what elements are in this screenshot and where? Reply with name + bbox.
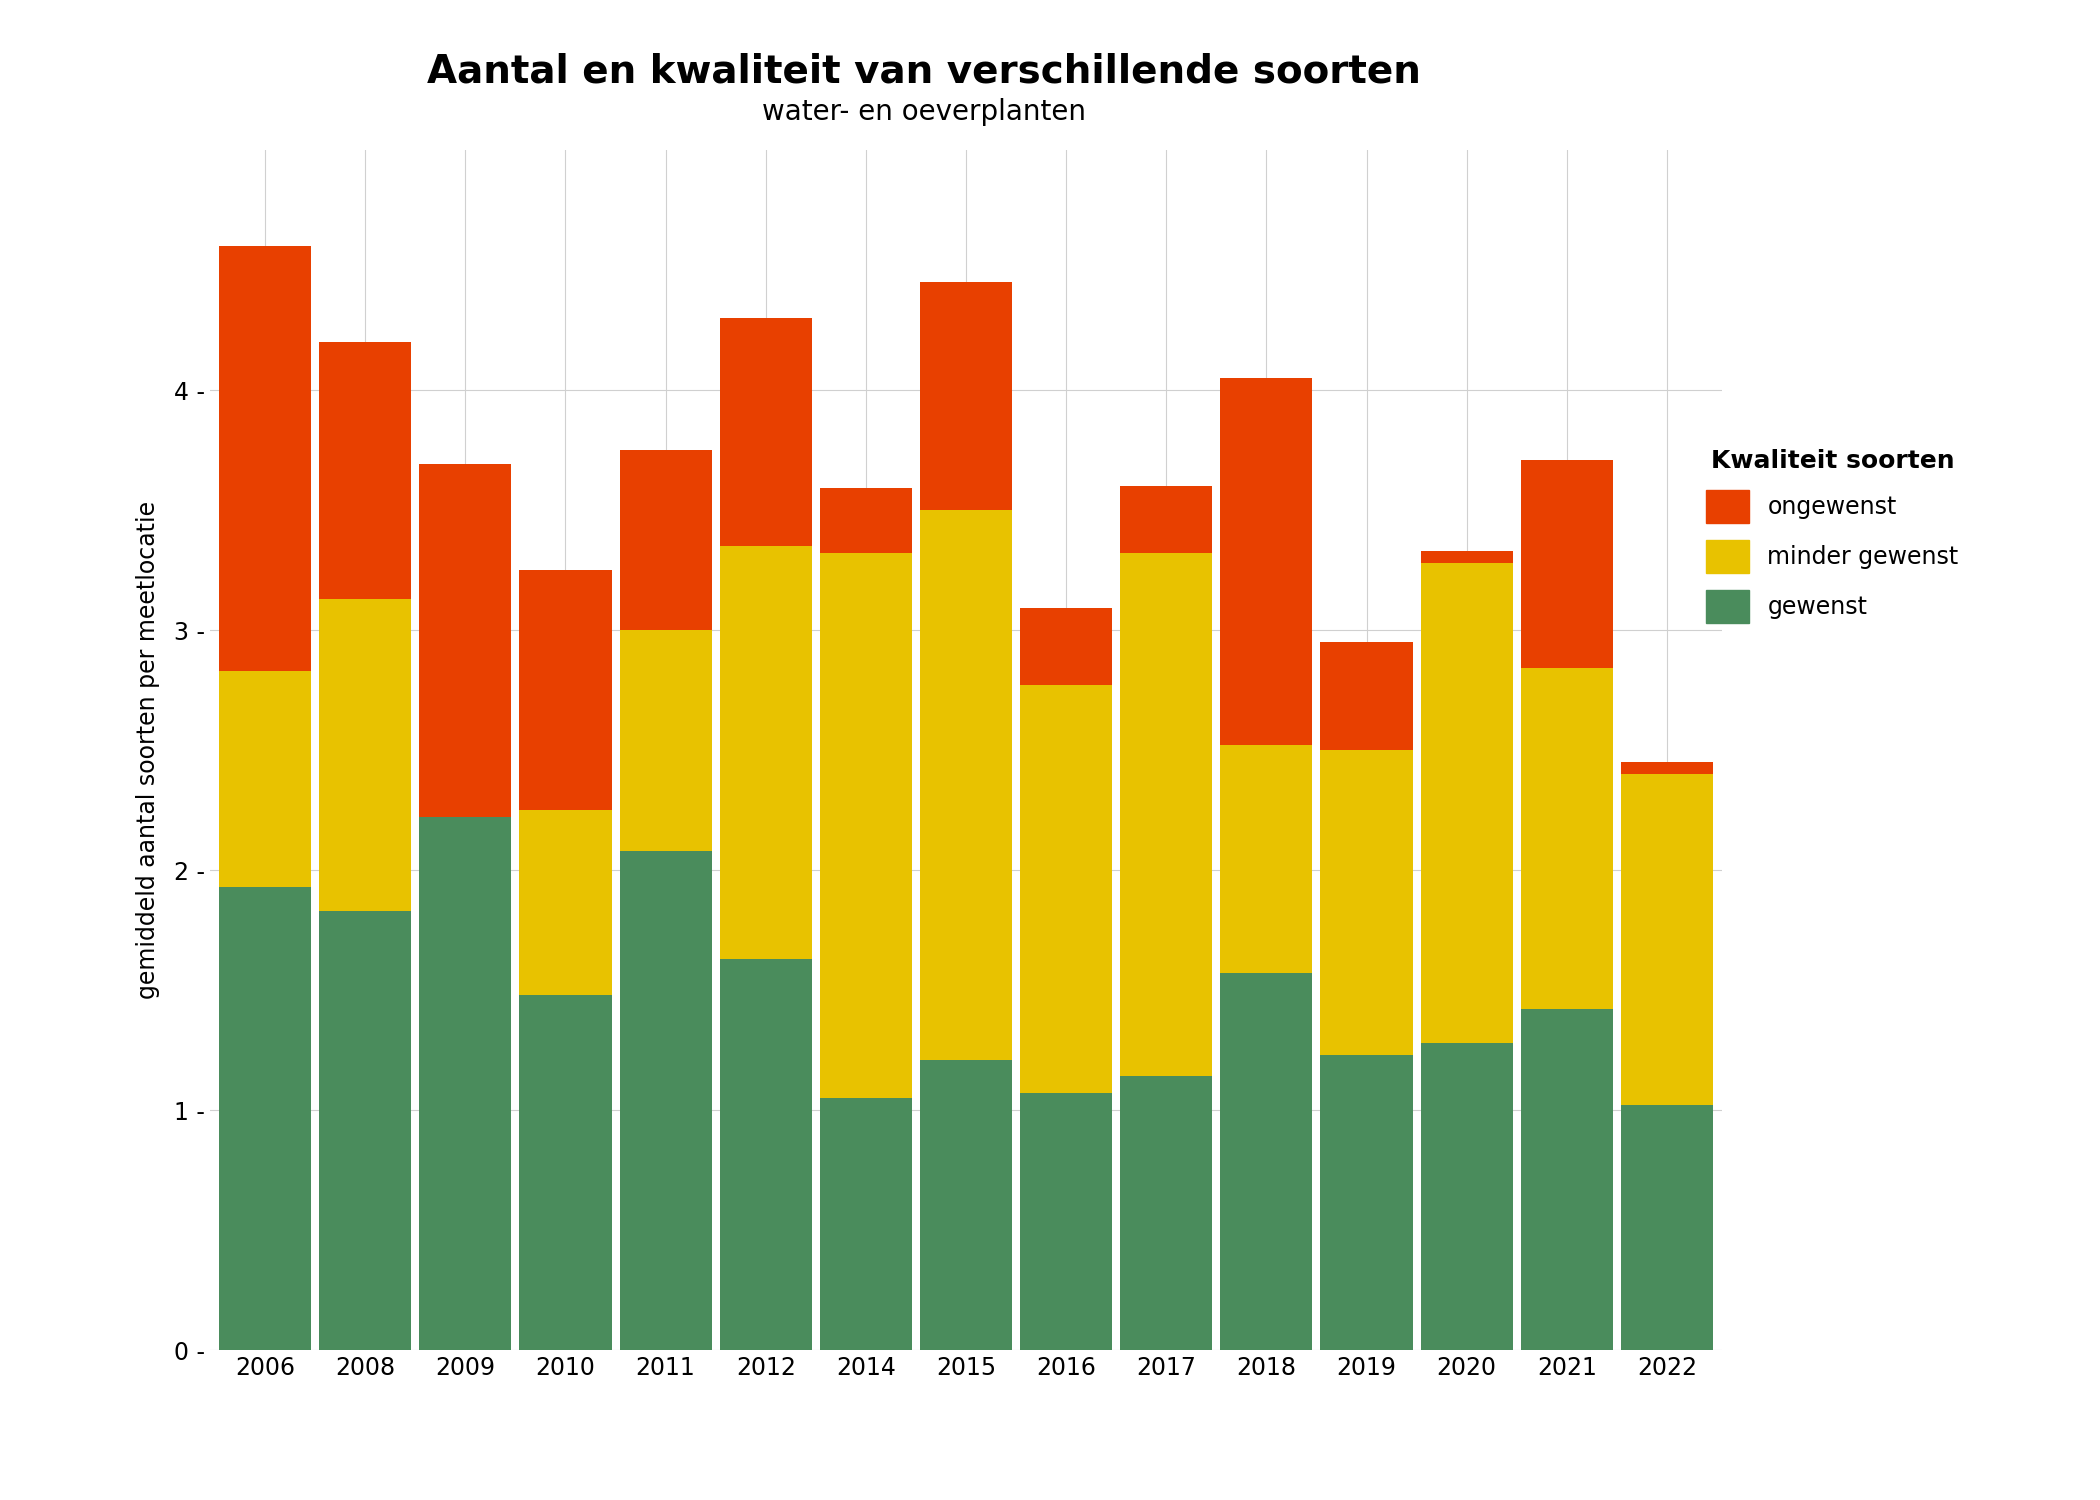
Bar	[1621, 762, 1714, 774]
Bar	[1321, 1054, 1413, 1350]
Bar	[819, 489, 911, 554]
Bar	[218, 886, 311, 1350]
Bar	[1119, 486, 1212, 554]
Bar	[1520, 459, 1613, 669]
Bar	[920, 1059, 1012, 1350]
Bar	[1220, 378, 1312, 746]
Bar	[620, 630, 712, 850]
Bar	[420, 465, 512, 818]
Bar	[519, 994, 611, 1350]
Bar	[1021, 686, 1113, 1094]
Bar	[620, 450, 712, 630]
Bar	[218, 246, 311, 670]
Bar	[319, 598, 412, 910]
Bar	[1220, 746, 1312, 974]
Bar	[620, 850, 712, 1350]
Bar	[1420, 562, 1512, 1042]
Bar	[1420, 550, 1512, 562]
Bar	[1621, 1106, 1714, 1350]
Bar	[920, 510, 1012, 1059]
Bar	[1021, 1094, 1113, 1350]
Bar	[319, 910, 412, 1350]
Bar	[319, 342, 412, 598]
Bar	[1119, 554, 1212, 1077]
Bar	[420, 818, 512, 1350]
Bar	[218, 670, 311, 886]
Bar	[1021, 609, 1113, 686]
Bar	[1520, 1010, 1613, 1350]
Bar	[519, 570, 611, 810]
Text: water- en oeverplanten: water- en oeverplanten	[762, 98, 1086, 126]
Bar	[519, 810, 611, 994]
Bar	[1621, 774, 1714, 1106]
Bar	[1321, 750, 1413, 1054]
Bar	[720, 318, 813, 546]
Bar	[819, 1098, 911, 1350]
Bar	[720, 546, 813, 958]
Bar	[1520, 669, 1613, 1010]
Text: Aantal en kwaliteit van verschillende soorten: Aantal en kwaliteit van verschillende so…	[426, 53, 1422, 90]
Legend: ongewenst, minder gewenst, gewenst: ongewenst, minder gewenst, gewenst	[1682, 426, 1982, 646]
Bar	[920, 282, 1012, 510]
Bar	[720, 958, 813, 1350]
Y-axis label: gemiddeld aantal soorten per meetlocatie: gemiddeld aantal soorten per meetlocatie	[136, 501, 160, 999]
Bar	[1420, 1042, 1512, 1350]
Bar	[1321, 642, 1413, 750]
Bar	[1119, 1077, 1212, 1350]
Bar	[1220, 974, 1312, 1350]
Bar	[819, 554, 911, 1098]
